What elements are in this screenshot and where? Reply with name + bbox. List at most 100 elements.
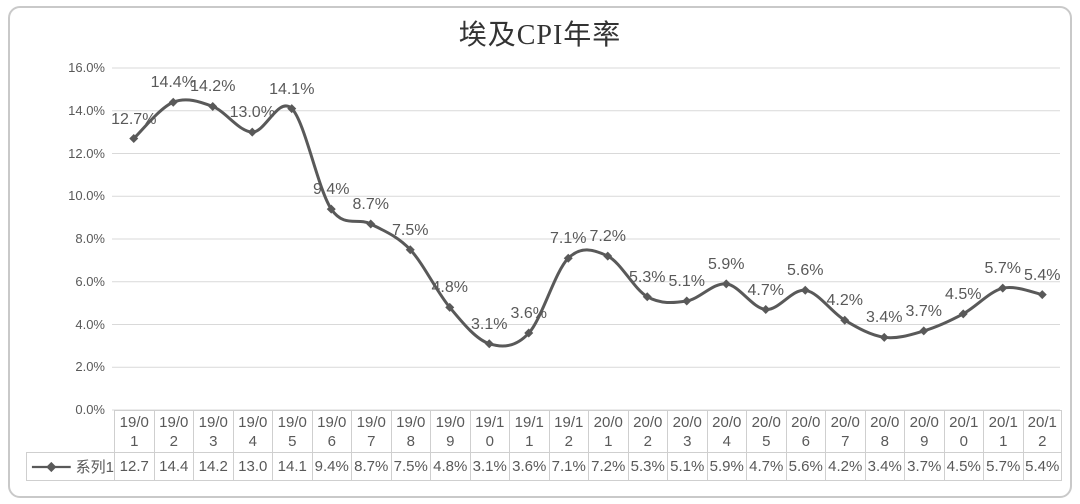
series-value-cell: 7.1% <box>548 452 588 481</box>
data-point-marker <box>326 204 336 214</box>
x-axis-category-cell: 20/08 <box>864 410 904 452</box>
data-point-label: 14.4% <box>150 74 196 92</box>
y-axis-tick-label: 12.0% <box>68 145 105 161</box>
data-point-marker <box>366 219 376 229</box>
y-axis-tick-label: 0.0% <box>75 402 105 417</box>
data-point-marker <box>603 251 613 261</box>
data-point-marker <box>919 326 929 336</box>
data-point-label: 3.1% <box>471 315 508 333</box>
y-axis-tick-label: 10.0% <box>68 188 105 204</box>
series-value-cell: 3.6% <box>509 452 549 481</box>
x-axis-category-cell: 19/05 <box>272 410 312 452</box>
data-point-marker <box>840 315 850 325</box>
data-point-label: 3.7% <box>905 302 942 320</box>
x-axis-category-cell: 20/02 <box>627 410 667 452</box>
data-point-label: 9.4% <box>313 181 350 199</box>
data-point-label: 3.4% <box>866 309 903 327</box>
series-value-cell: 3.7% <box>904 452 944 481</box>
data-point-label: 8.7% <box>352 196 389 214</box>
data-point-marker <box>287 104 297 114</box>
x-axis-category-cell: 19/12 <box>548 410 588 452</box>
y-axis-tick-label: 14.0% <box>68 102 105 118</box>
series-value-cell: 14.4 <box>153 452 193 481</box>
x-axis-category-cell: 19/08 <box>390 410 430 452</box>
data-point-label: 5.9% <box>708 255 745 273</box>
series-value-cell: 5.6% <box>785 452 825 481</box>
series-value-cell: 9.4% <box>311 452 351 481</box>
y-axis-tick-label: 6.0% <box>75 273 105 289</box>
data-point-marker <box>998 283 1008 293</box>
data-point-label: 4.5% <box>945 285 982 303</box>
series-value-cell: 7.5% <box>390 452 430 481</box>
data-point-marker <box>563 253 573 263</box>
x-axis-category-cell: 20/03 <box>667 410 707 452</box>
y-axis-tick-label: 16.0% <box>68 60 105 75</box>
y-axis-tick-label: 2.0% <box>75 359 105 375</box>
series-value-cell: 4.7% <box>746 452 786 481</box>
series-value-cell: 5.9% <box>706 452 746 481</box>
legend: 系列1 <box>26 452 114 481</box>
x-axis-category-cell: 20/10 <box>943 410 983 452</box>
series-value-cell: 13.0 <box>232 452 272 481</box>
series-value-cell: 4.2% <box>825 452 865 481</box>
data-point-marker <box>524 328 534 338</box>
data-point-label: 5.7% <box>984 260 1021 278</box>
x-axis-category-cell: 19/06 <box>311 410 351 452</box>
data-point-label: 4.7% <box>747 281 784 299</box>
data-point-label: 13.0% <box>229 104 275 122</box>
data-point-marker <box>405 245 415 255</box>
data-point-label: 5.6% <box>787 262 824 280</box>
data-point-label: 5.1% <box>668 272 705 290</box>
data-point-marker <box>958 309 968 319</box>
data-point-label: 3.6% <box>510 305 547 323</box>
y-axis-tick-label: 4.0% <box>75 316 105 332</box>
x-axis-category-cell: 20/05 <box>746 410 786 452</box>
series-value-cell: 14.1 <box>272 452 312 481</box>
data-point-marker <box>129 134 139 144</box>
data-point-marker <box>208 101 218 111</box>
legend-label: 系列1 <box>75 459 114 476</box>
series-marker-icon <box>31 461 71 472</box>
x-axis-category-cell: 19/09 <box>430 410 470 452</box>
data-point-label: 5.4% <box>1024 266 1061 284</box>
series-value-cell: 5.4% <box>1022 452 1062 481</box>
x-axis-category-cell: 19/03 <box>193 410 233 452</box>
data-point-label: 12.7% <box>111 110 157 128</box>
series-value-cell: 5.1% <box>667 452 707 481</box>
data-table: 19/01 19/02 19/03 19/04 19/05 19/06 19/07 19/08… <box>26 410 1062 481</box>
series-value-cell: 8.7% <box>351 452 391 481</box>
x-axis-category-cell: 19/10 <box>469 410 509 452</box>
data-point-marker <box>484 339 494 349</box>
x-axis-category-cell: 19/11 <box>509 410 549 452</box>
series-value-cell: 5.7% <box>983 452 1023 481</box>
x-axis-category-cell: 20/09 <box>904 410 944 452</box>
x-axis-category-cell: 20/06 <box>785 410 825 452</box>
x-axis-category-cell: 19/02 <box>153 410 193 452</box>
data-point-label: 5.3% <box>629 268 666 286</box>
data-point-marker <box>247 127 257 137</box>
data-point-marker <box>168 97 178 107</box>
series-value-cell: 3.4% <box>864 452 904 481</box>
data-point-marker <box>445 302 455 312</box>
x-axis-category-cell: 19/01 <box>114 410 154 452</box>
x-axis-category-cell: 20/07 <box>825 410 865 452</box>
x-axis-category-cell: 20/12 <box>1022 410 1062 452</box>
x-axis-category-cell: 19/07 <box>351 410 391 452</box>
table-corner-cell <box>26 410 114 452</box>
data-point-marker <box>642 292 652 302</box>
data-point-marker <box>682 296 692 306</box>
data-point-label: 4.2% <box>826 292 863 310</box>
data-point-label: 14.1% <box>269 80 315 98</box>
data-point-label: 7.2% <box>589 228 626 246</box>
series-value-cell: 5.3% <box>627 452 667 481</box>
data-point-marker <box>800 285 810 295</box>
data-point-label: 14.2% <box>190 78 236 96</box>
series-value-cell: 14.2 <box>193 452 233 481</box>
data-point-marker <box>879 332 889 342</box>
data-point-label: 7.5% <box>392 221 429 239</box>
series-value-cell: 7.2% <box>588 452 628 481</box>
data-point-marker <box>721 279 731 289</box>
series-value-cell: 4.8% <box>430 452 470 481</box>
chart-title: 埃及CPI年率 <box>458 20 622 51</box>
